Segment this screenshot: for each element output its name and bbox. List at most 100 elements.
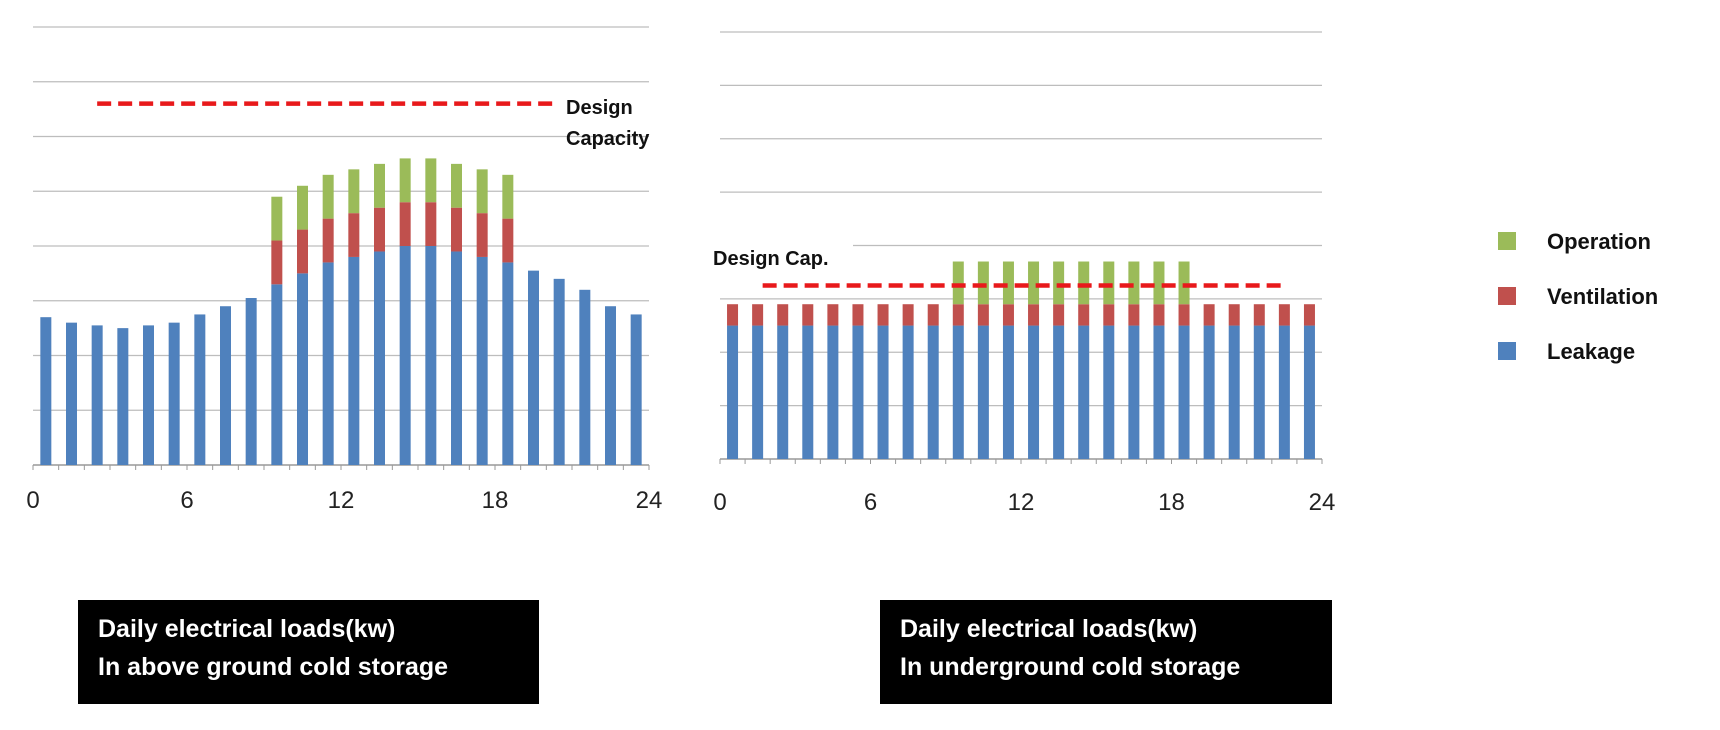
chart-above-ground: 0 6 12 18 24 Design Capacity <box>26 26 663 514</box>
x-tick-label: 24 <box>1309 489 1336 516</box>
bar-ventilation <box>476 213 488 257</box>
legend: Operation Ventilation Leakage <box>1498 229 1658 364</box>
bar-leakage <box>348 256 360 465</box>
bar-operation <box>374 163 385 208</box>
bar-ventilation <box>852 304 864 326</box>
bar-ventilation <box>348 213 360 257</box>
bar-leakage <box>1253 325 1265 459</box>
x-tick-label: 18 <box>482 487 509 514</box>
x-tick-label: 0 <box>26 487 39 514</box>
bar-operation <box>297 185 308 230</box>
bar-leakage <box>902 325 914 459</box>
design-capacity-label: Design Cap. <box>713 248 829 270</box>
bar-leakage <box>852 325 864 459</box>
bar-ventilation <box>1078 304 1090 326</box>
bar-operation <box>1103 261 1115 305</box>
bar-ventilation <box>425 202 437 246</box>
legend-label-operation: Operation <box>1547 229 1651 254</box>
bar-ventilation <box>322 218 334 263</box>
bar-leakage <box>605 306 616 465</box>
bar-leakage <box>877 325 889 459</box>
bar-leakage <box>374 251 385 465</box>
bar-leakage <box>1228 325 1240 459</box>
caption-line-1: Daily electrical loads(kw) <box>98 615 396 643</box>
bar-leakage <box>927 325 939 459</box>
bar-ventilation <box>1303 304 1315 326</box>
bar-ventilation <box>877 304 889 326</box>
bar-ventilation <box>802 304 814 326</box>
caption-line-2: In underground cold storage <box>900 653 1241 681</box>
bar-leakage <box>1278 325 1290 459</box>
bar-operation <box>1178 261 1190 305</box>
legend-swatch-leakage <box>1498 342 1516 360</box>
bar-leakage <box>40 317 52 465</box>
bar-leakage <box>977 325 989 459</box>
bar-leakage <box>1153 325 1165 459</box>
bar-leakage <box>1128 325 1140 459</box>
bar-ventilation <box>952 304 964 326</box>
bar-leakage <box>1028 325 1040 459</box>
bar-leakage <box>502 262 514 465</box>
bar-leakage <box>143 325 154 465</box>
bar-ventilation <box>1153 304 1165 326</box>
bar-leakage <box>727 325 739 459</box>
bar-operation <box>322 174 334 219</box>
bar-operation <box>1002 261 1014 305</box>
bar-leakage <box>1203 325 1215 459</box>
bar-leakage <box>528 270 539 465</box>
chart-underground: 0 6 12 18 24 Design Cap. <box>713 31 1336 516</box>
bar-ventilation <box>1053 304 1065 326</box>
bar-operation <box>476 169 488 214</box>
caption-line-1: Daily electrical loads(kw) <box>900 615 1198 643</box>
bar-operation <box>1028 261 1040 305</box>
bar-leakage <box>952 325 964 459</box>
bar-leakage <box>66 322 77 465</box>
bar-leakage <box>1103 325 1115 459</box>
bar-ventilation <box>1178 304 1190 326</box>
bar-ventilation <box>1203 304 1215 326</box>
bar-leakage <box>245 298 257 465</box>
bar-leakage <box>802 325 814 459</box>
x-tick-label: 12 <box>1008 489 1035 516</box>
design-capacity-label: Capacity <box>566 128 650 150</box>
x-tick-label: 24 <box>636 487 663 514</box>
bar-operation <box>271 196 283 241</box>
bar-leakage <box>194 314 206 465</box>
bar-ventilation <box>271 240 283 285</box>
x-tick-label: 6 <box>864 489 877 516</box>
caption-line-2: In above ground cold storage <box>98 653 449 681</box>
bar-leakage <box>1303 325 1315 459</box>
bar-operation <box>451 163 462 208</box>
design-capacity-label: Design <box>566 97 633 119</box>
bar-leakage <box>425 246 437 465</box>
bar-operation <box>977 261 989 305</box>
bar-ventilation <box>927 304 939 326</box>
x-tick-label: 18 <box>1158 489 1185 516</box>
bar-ventilation <box>752 304 764 326</box>
bar-leakage <box>297 273 308 465</box>
bar-operation <box>399 158 411 203</box>
bar-leakage <box>1053 325 1065 459</box>
bar-ventilation <box>977 304 989 326</box>
bar-operation <box>1053 261 1065 305</box>
bar-ventilation <box>451 207 462 252</box>
bar-ventilation <box>1028 304 1040 326</box>
bar-ventilation <box>297 229 308 274</box>
caption-above-ground: Daily electrical loads(kw) In above grou… <box>78 600 539 704</box>
bar-leakage <box>168 322 180 465</box>
bar-ventilation <box>1278 304 1290 326</box>
bar-ventilation <box>1128 304 1140 326</box>
x-tick-label: 12 <box>328 487 355 514</box>
bar-ventilation <box>1228 304 1240 326</box>
legend-swatch-ventilation <box>1498 287 1516 305</box>
bar-operation <box>502 174 514 219</box>
bar-operation <box>1128 261 1140 305</box>
bar-ventilation <box>399 202 411 246</box>
bar-operation <box>348 169 360 214</box>
bar-leakage <box>752 325 764 459</box>
legend-label-leakage: Leakage <box>1547 339 1635 364</box>
bar-ventilation <box>502 218 514 263</box>
bar-leakage <box>220 306 231 465</box>
bar-ventilation <box>777 304 789 326</box>
bar-ventilation <box>1253 304 1265 326</box>
